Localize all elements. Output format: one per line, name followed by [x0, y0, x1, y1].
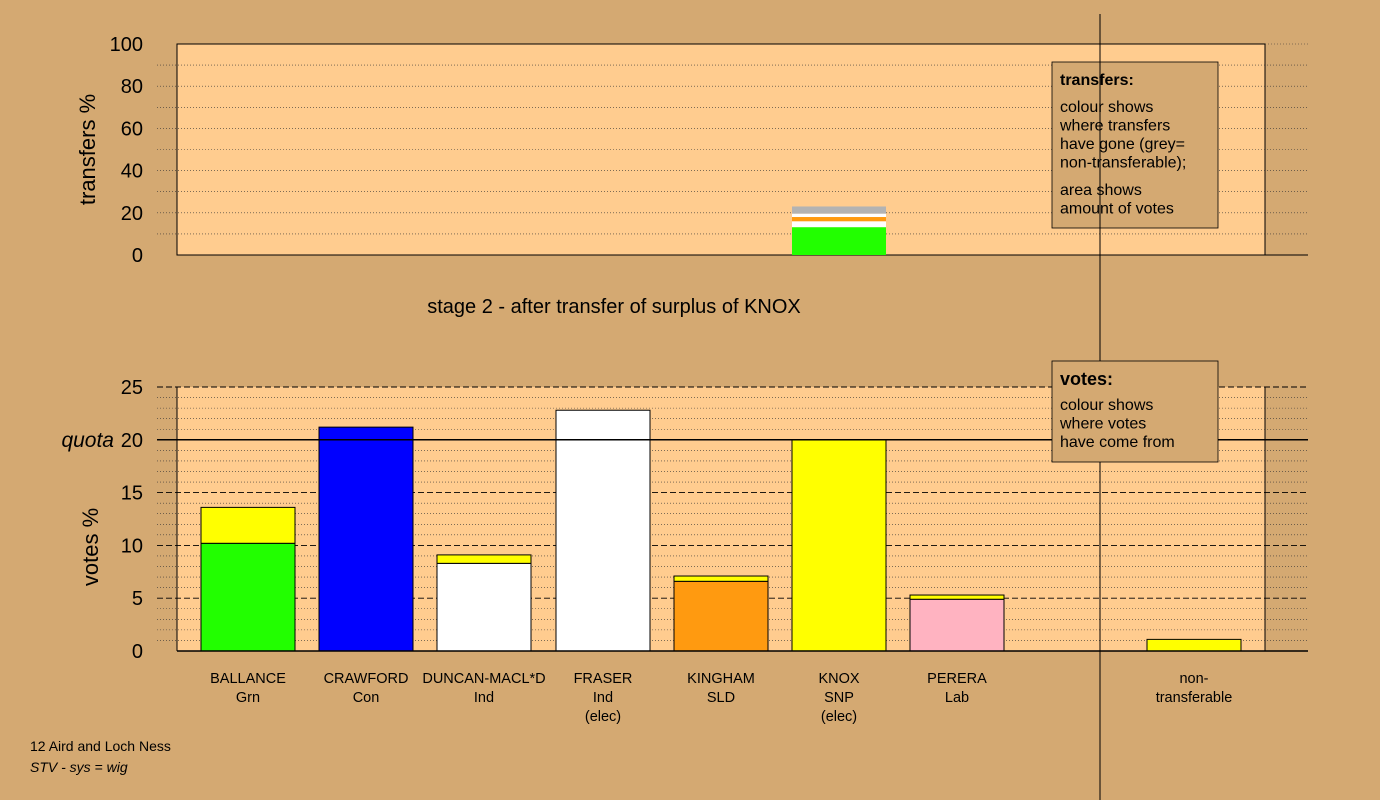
votes-axis-label: votes % [78, 508, 103, 586]
votes-tick-label: 0 [132, 641, 143, 663]
votes-tick-label: 10 [121, 535, 143, 557]
candidate-party-label: SLD [707, 690, 735, 706]
transfer-segment-perera [792, 213, 886, 218]
candidate-name-label: FRASER [574, 671, 633, 687]
transfers-legend-line: have gone (grey= [1060, 136, 1185, 153]
candidate-name-label: CRAWFORD [324, 671, 409, 687]
vote-segment-kingham [673, 580, 769, 652]
transfers-tick-label: 40 [121, 161, 143, 183]
candidate-name-label: DUNCAN-MACL*D [422, 671, 545, 687]
candidate-party-label: Con [353, 690, 380, 706]
transfers-tick-label: 80 [121, 76, 143, 98]
candidate-party-label: Lab [945, 690, 969, 706]
transfer-segment-duncan-macl-d [792, 221, 886, 228]
transfers-axis-label: transfers % [75, 94, 100, 205]
vote-segment-knox [791, 439, 887, 652]
candidate-status-label: (elec) [585, 709, 621, 725]
transfers-legend-title: transfers: [1060, 72, 1134, 89]
transfers-legend-line: where transfers [1059, 118, 1170, 135]
votes-tick-label: 5 [132, 588, 143, 610]
transfers-tick-label: 60 [121, 118, 143, 140]
candidate-party-label: SNP [824, 690, 854, 706]
stage-title: stage 2 - after transfer of surplus of K… [427, 296, 801, 318]
vote-segment-non-transferable [1146, 638, 1242, 652]
vote-segment-duncan-macl-d [436, 554, 532, 564]
votes-tick-label: 15 [121, 483, 143, 505]
quota-label: quota [61, 429, 114, 452]
footer-constituency: 12 Aird and Loch Ness [30, 738, 171, 754]
votes-legend-line: where votes [1059, 416, 1146, 433]
transfers-tick-label: 20 [121, 203, 143, 225]
candidate-status-label: (elec) [821, 709, 857, 725]
vote-segment-kingham [673, 575, 769, 582]
candidate-name-label: KNOX [818, 671, 859, 687]
candidate-name-label: PERERA [927, 671, 987, 687]
candidate-name-label: KINGHAM [687, 671, 755, 687]
votes-legend-box [1051, 360, 1219, 463]
transfers-legend-line: amount of votes [1060, 201, 1174, 218]
candidate-party-label: Grn [236, 690, 260, 706]
vote-segment-ballance [200, 542, 296, 652]
transfer-segment-non-transferable [792, 206, 886, 214]
candidate-party-label: transferable [1156, 690, 1233, 706]
candidate-party-label: Ind [474, 690, 494, 706]
transfers-legend-line: area shows [1060, 182, 1142, 199]
candidate-party-label: Ind [593, 690, 613, 706]
transfers-tick-label: 100 [110, 34, 143, 56]
transfer-segment-ballance [792, 227, 886, 255]
transfers-tick-label: 0 [132, 245, 143, 267]
candidate-name-label: BALLANCE [210, 671, 286, 687]
vote-segment-ballance [200, 506, 296, 544]
vote-segment-fraser [555, 409, 651, 652]
transfer-segment-kingham [792, 217, 886, 222]
transfers-legend-line: colour shows [1060, 99, 1153, 116]
votes-legend-title: votes: [1060, 369, 1113, 389]
vote-segment-perera [909, 598, 1005, 652]
footer-system: STV - sys = wig [30, 759, 128, 775]
transfers-legend-line: non-transferable); [1060, 155, 1186, 172]
transfers-legend-box [1051, 61, 1219, 229]
votes-tick-label: 20 [121, 430, 143, 452]
votes-tick-label: 25 [121, 377, 143, 399]
votes-legend-line: colour shows [1060, 397, 1153, 414]
vote-segment-duncan-macl-d [436, 562, 532, 652]
votes-legend-line: have come from [1060, 434, 1175, 451]
vote-segment-crawford [318, 426, 414, 652]
vote-segment-perera [909, 594, 1005, 600]
candidate-name-label: non- [1179, 671, 1208, 687]
